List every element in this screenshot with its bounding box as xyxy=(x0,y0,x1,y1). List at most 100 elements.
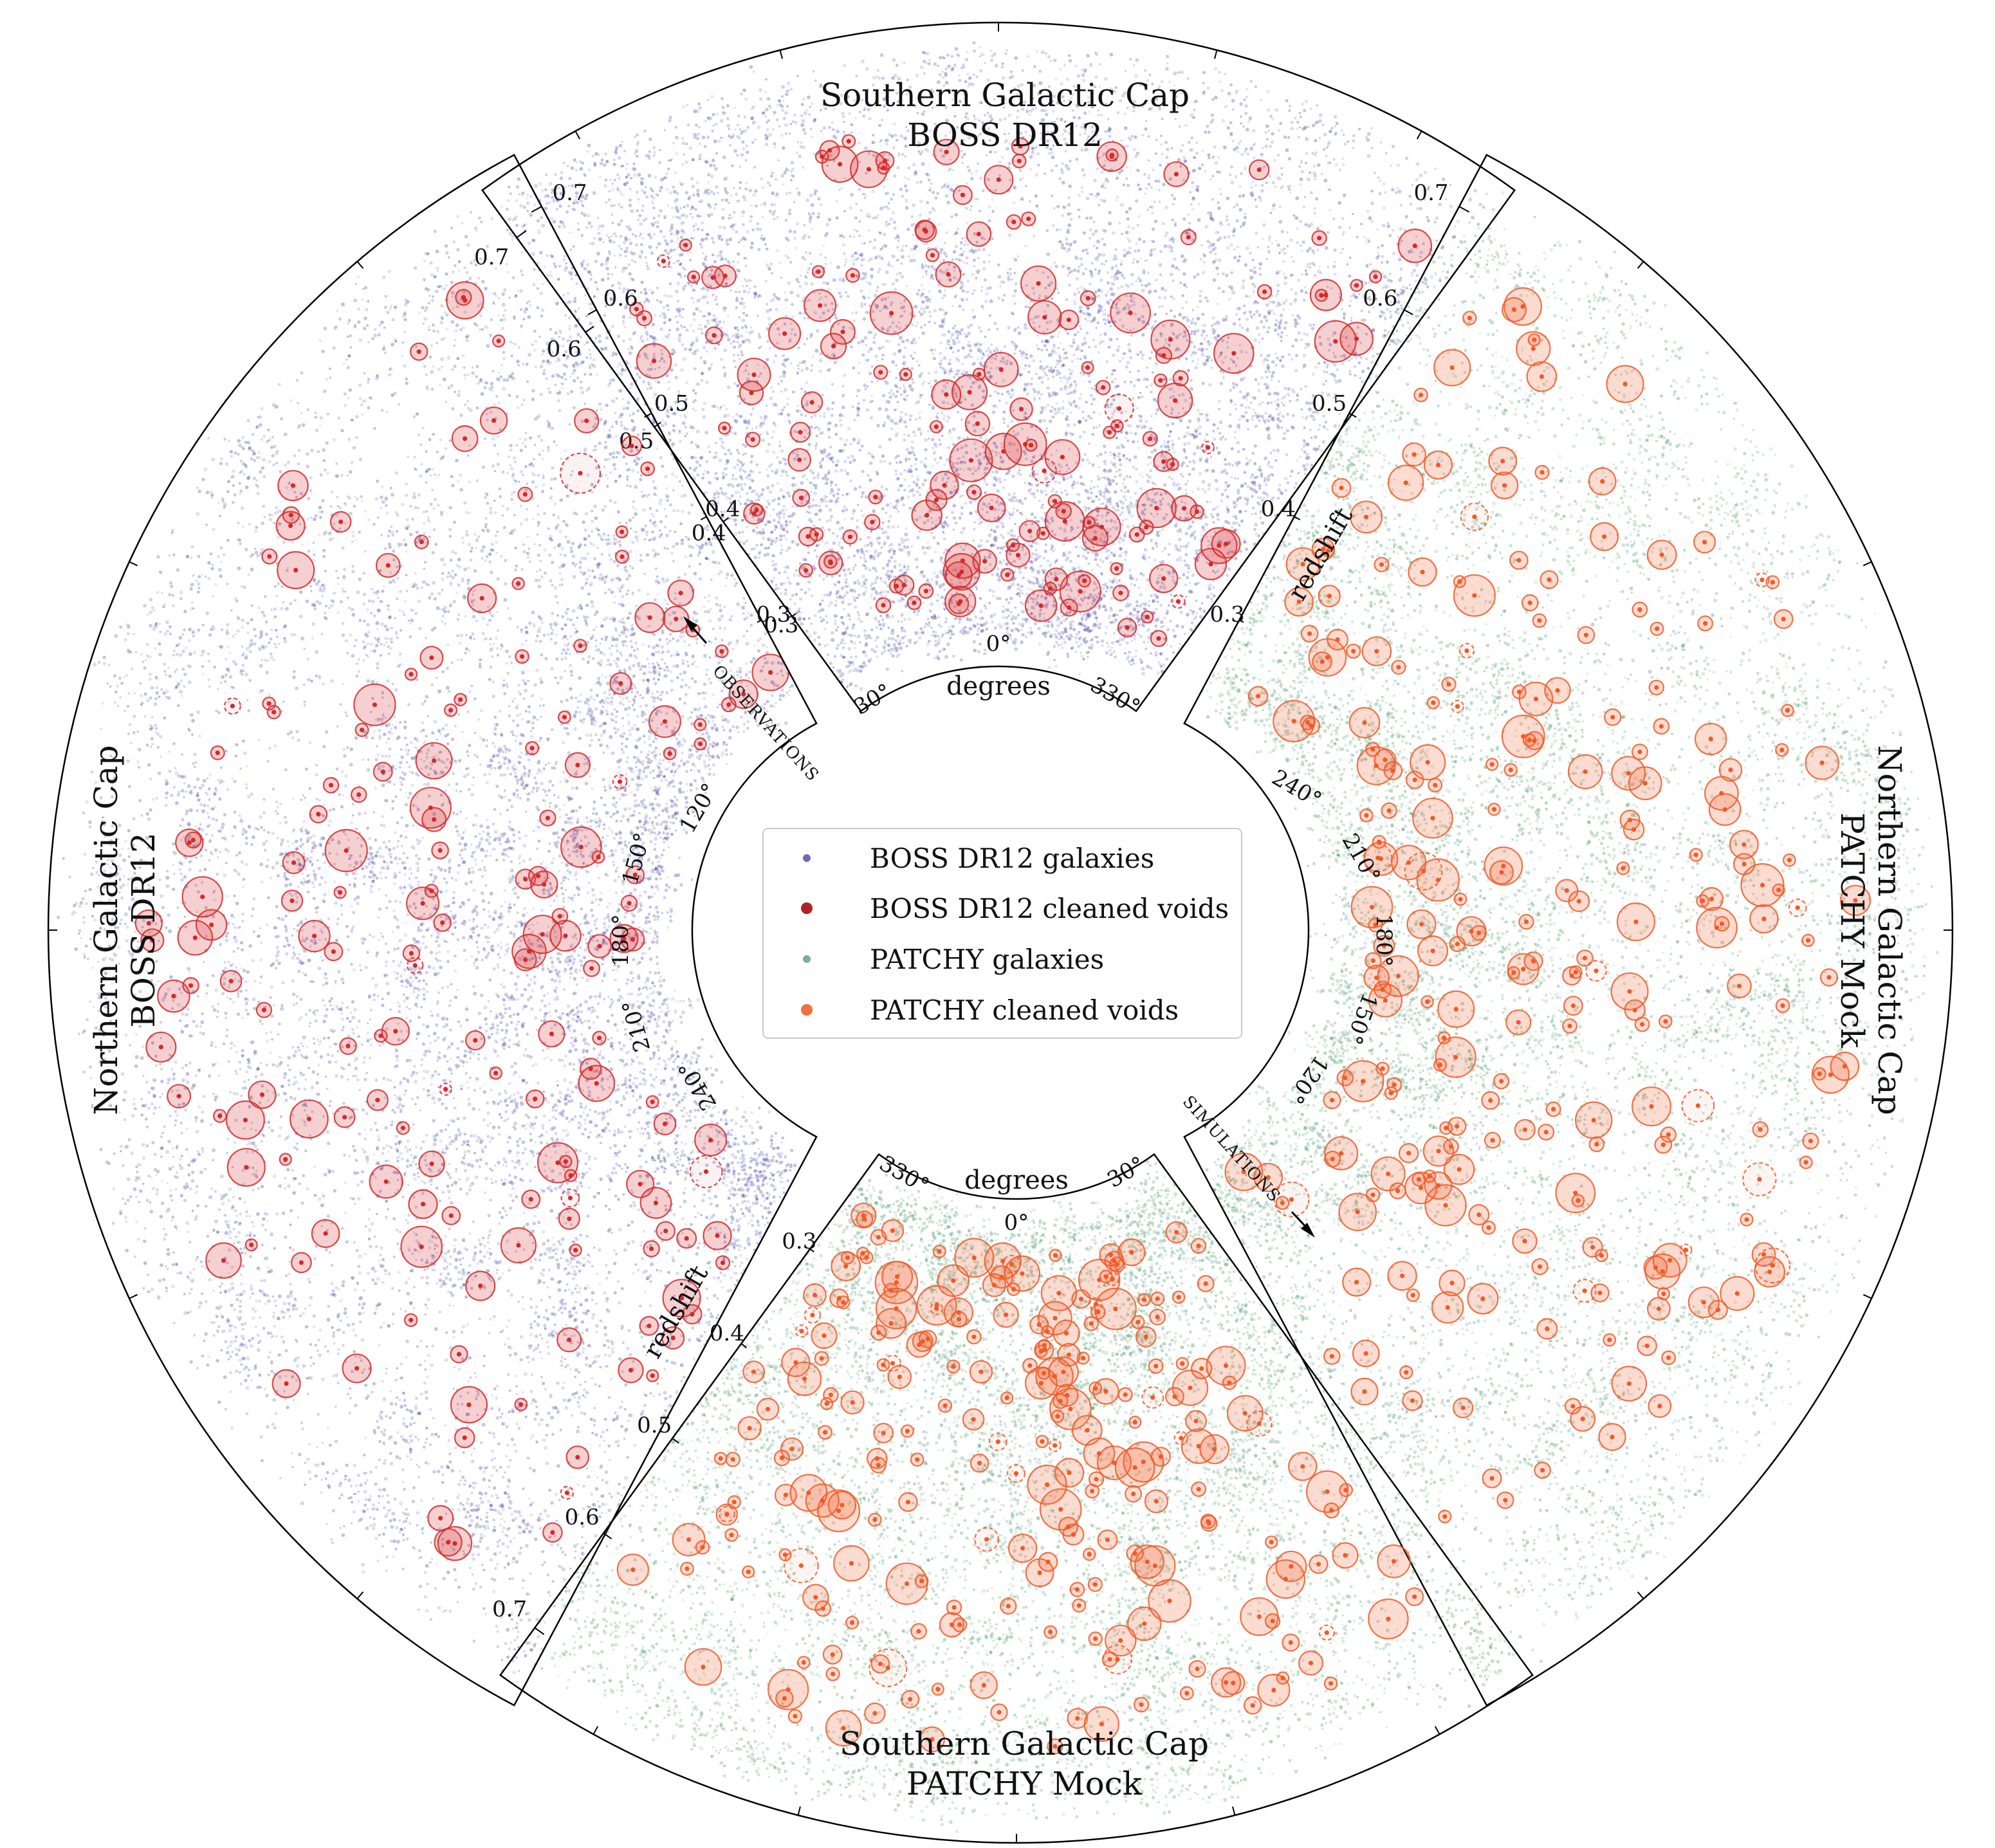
boss-galaxy-point xyxy=(993,322,997,325)
boss-galaxy-point xyxy=(823,303,827,307)
boss-galaxy-point xyxy=(901,503,906,507)
boss-galaxy-point xyxy=(942,521,946,524)
boss-galaxy-point xyxy=(898,326,902,330)
boss-galaxy-point xyxy=(1069,609,1072,613)
boss-galaxy-point xyxy=(1102,318,1106,322)
boss-galaxy-point xyxy=(791,477,794,480)
boss-galaxy-point xyxy=(860,556,863,560)
boss-galaxy-point xyxy=(646,387,650,390)
boss-galaxy-point xyxy=(932,407,935,410)
boss-galaxy-point xyxy=(1289,184,1292,187)
boss-galaxy-point xyxy=(788,208,792,212)
boss-galaxy-point xyxy=(1267,426,1271,430)
boss-galaxy-point xyxy=(778,517,782,520)
boss-galaxy-point xyxy=(959,399,963,404)
boss-galaxy-point xyxy=(928,62,931,66)
boss-galaxy-point xyxy=(690,344,694,347)
boss-galaxy-point xyxy=(1047,283,1051,288)
boss-galaxy-point xyxy=(939,556,943,560)
boss-galaxy-point xyxy=(791,483,795,488)
boss-galaxy-point xyxy=(899,348,902,351)
boss-galaxy-point xyxy=(966,165,970,169)
boss-galaxy-point xyxy=(1226,484,1230,488)
boss-galaxy-point xyxy=(1178,125,1181,128)
boss-galaxy-point xyxy=(1280,319,1282,322)
boss-galaxy-point xyxy=(659,209,663,213)
boss-galaxy-point xyxy=(738,316,741,319)
boss-galaxy-point xyxy=(638,376,641,380)
boss-galaxy-point xyxy=(1366,266,1369,269)
boss-galaxy-point xyxy=(551,196,554,199)
boss-galaxy-point xyxy=(1078,291,1080,294)
boss-galaxy-point xyxy=(894,133,897,137)
boss-galaxy-point xyxy=(864,387,867,390)
boss-galaxy-point xyxy=(895,364,897,367)
boss-galaxy-point xyxy=(935,522,937,526)
boss-galaxy-point xyxy=(897,343,901,346)
boss-galaxy-point xyxy=(716,406,719,409)
boss-galaxy-point xyxy=(745,526,749,529)
boss-galaxy-point xyxy=(726,315,730,317)
boss-galaxy-point xyxy=(694,409,697,412)
boss-galaxy-point xyxy=(1122,482,1125,485)
boss-galaxy-point xyxy=(1234,477,1237,480)
boss-galaxy-point xyxy=(881,345,885,349)
boss-galaxy-point xyxy=(752,193,756,197)
boss-galaxy-point xyxy=(1061,475,1065,479)
boss-galaxy-point xyxy=(1255,414,1260,418)
boss-galaxy-point xyxy=(1093,388,1096,390)
boss-galaxy-point xyxy=(706,136,710,139)
boss-galaxy-point xyxy=(1132,258,1135,261)
boss-galaxy-point xyxy=(1126,489,1130,493)
boss-galaxy-point xyxy=(702,315,704,318)
boss-galaxy-point xyxy=(1206,86,1210,90)
boss-galaxy-point xyxy=(737,124,739,127)
boss-galaxy-point xyxy=(762,186,764,189)
boss-galaxy-point xyxy=(996,489,1000,493)
boss-galaxy-point xyxy=(747,419,751,423)
boss-galaxy-point xyxy=(970,324,973,327)
boss-galaxy-point xyxy=(933,62,937,66)
boss-galaxy-point xyxy=(847,295,850,298)
boss-galaxy-point xyxy=(1081,416,1085,420)
boss-galaxy-point xyxy=(890,628,895,632)
boss-galaxy-point xyxy=(1206,340,1210,343)
boss-galaxy-point xyxy=(979,132,982,136)
boss-galaxy-point xyxy=(768,347,771,350)
boss-galaxy-point xyxy=(831,128,835,132)
boss-galaxy-point xyxy=(807,267,811,271)
boss-galaxy-point xyxy=(751,428,754,430)
boss-galaxy-point xyxy=(1038,91,1042,95)
boss-galaxy-point xyxy=(1166,628,1170,632)
boss-galaxy-point xyxy=(1091,602,1094,605)
boss-galaxy-point xyxy=(1060,466,1063,469)
boss-galaxy-point xyxy=(1267,419,1271,423)
boss-galaxy-point xyxy=(1191,115,1195,120)
boss-galaxy-point xyxy=(681,137,684,140)
boss-galaxy-point xyxy=(649,235,653,240)
boss-galaxy-point xyxy=(947,446,950,450)
boss-galaxy-point xyxy=(591,154,595,158)
boss-galaxy-point xyxy=(1110,275,1113,279)
boss-galaxy-point xyxy=(777,159,780,161)
boss-galaxy-point xyxy=(708,116,713,121)
boss-galaxy-point xyxy=(974,616,978,619)
boss-galaxy-point xyxy=(1056,623,1060,628)
boss-galaxy-point xyxy=(841,600,845,605)
boss-galaxy-point xyxy=(1172,203,1175,206)
boss-galaxy-point xyxy=(1296,120,1300,124)
boss-galaxy-point xyxy=(993,476,997,480)
boss-galaxy-point xyxy=(686,432,688,435)
boss-galaxy-point xyxy=(858,234,861,237)
boss-galaxy-point xyxy=(904,155,906,158)
boss-galaxy-point xyxy=(1284,298,1288,302)
boss-galaxy-point xyxy=(825,520,829,523)
boss-galaxy-point xyxy=(1086,331,1089,334)
boss-galaxy-point xyxy=(768,520,772,524)
boss-galaxy-point xyxy=(1038,397,1041,400)
boss-galaxy-point xyxy=(1290,255,1293,258)
boss-galaxy-point xyxy=(1190,136,1193,140)
boss-galaxy-point xyxy=(1125,69,1127,72)
boss-galaxy-point xyxy=(854,646,856,650)
boss-galaxy-point xyxy=(1246,500,1249,502)
